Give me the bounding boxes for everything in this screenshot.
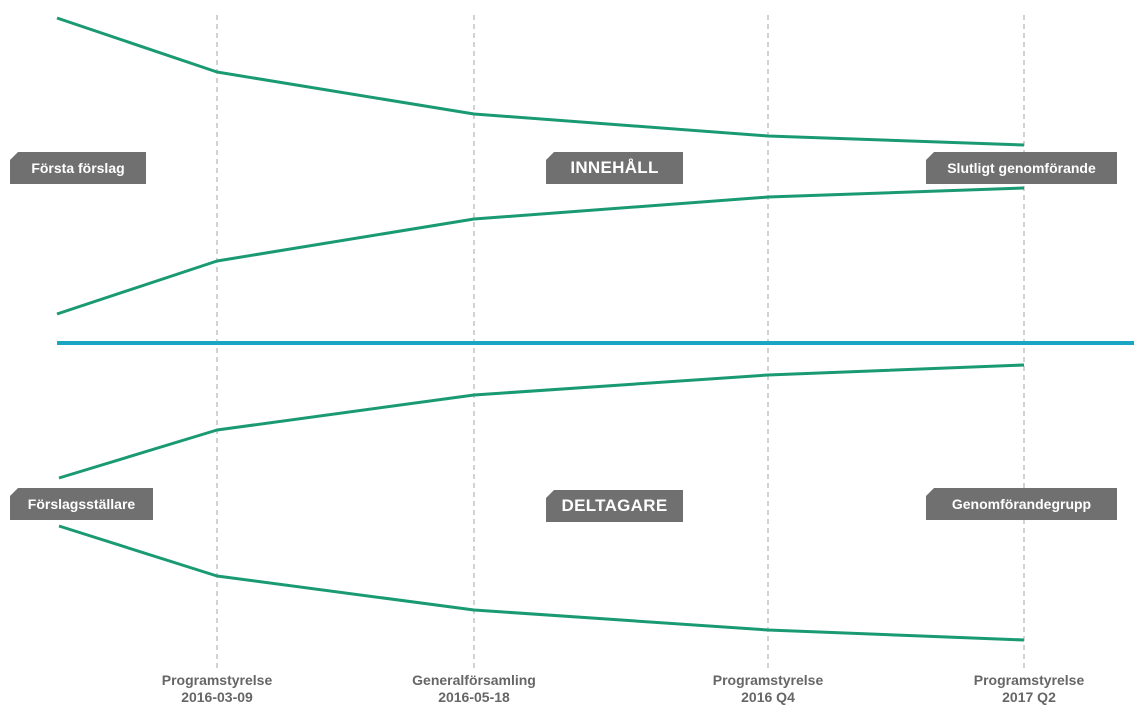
- curve-content-lower: [56, 186, 1025, 316]
- milestone-4-date: 2017 Q2: [1002, 689, 1056, 705]
- label-innehall: INNEHÅLL: [546, 152, 683, 184]
- milestone-1: Programstyrelse 2016-03-09: [117, 672, 317, 706]
- milestone-3: Programstyrelse 2016 Q4: [668, 672, 868, 706]
- label-forsta-forslag: Första förslag: [10, 152, 146, 184]
- milestone-4: Programstyrelse 2017 Q2: [929, 672, 1129, 706]
- milestone-2-title: Generalförsamling: [412, 672, 536, 688]
- milestone-1-date: 2016-03-09: [181, 689, 253, 705]
- milestone-3-date: 2016 Q4: [741, 689, 795, 705]
- label-forslagsstallare: Förslagsställare: [10, 488, 153, 520]
- curve-participants-lower: [58, 524, 1025, 642]
- curve-participants-upper: [58, 363, 1025, 480]
- funnel-curves: [56, 16, 1025, 642]
- milestone-3-title: Programstyrelse: [712, 672, 824, 688]
- label-genomforandegrupp: Genomförandegrupp: [926, 488, 1117, 520]
- milestone-2: Generalförsamling 2016-05-18: [374, 672, 574, 706]
- label-deltagare: DELTAGARE: [546, 490, 683, 522]
- label-slutligt-genomforande: Slutligt genomförande: [926, 152, 1117, 184]
- milestone-4-title: Programstyrelse: [973, 672, 1085, 688]
- milestone-2-date: 2016-05-18: [438, 689, 510, 705]
- curve-content-upper: [56, 16, 1025, 147]
- milestone-1-title: Programstyrelse: [161, 672, 273, 688]
